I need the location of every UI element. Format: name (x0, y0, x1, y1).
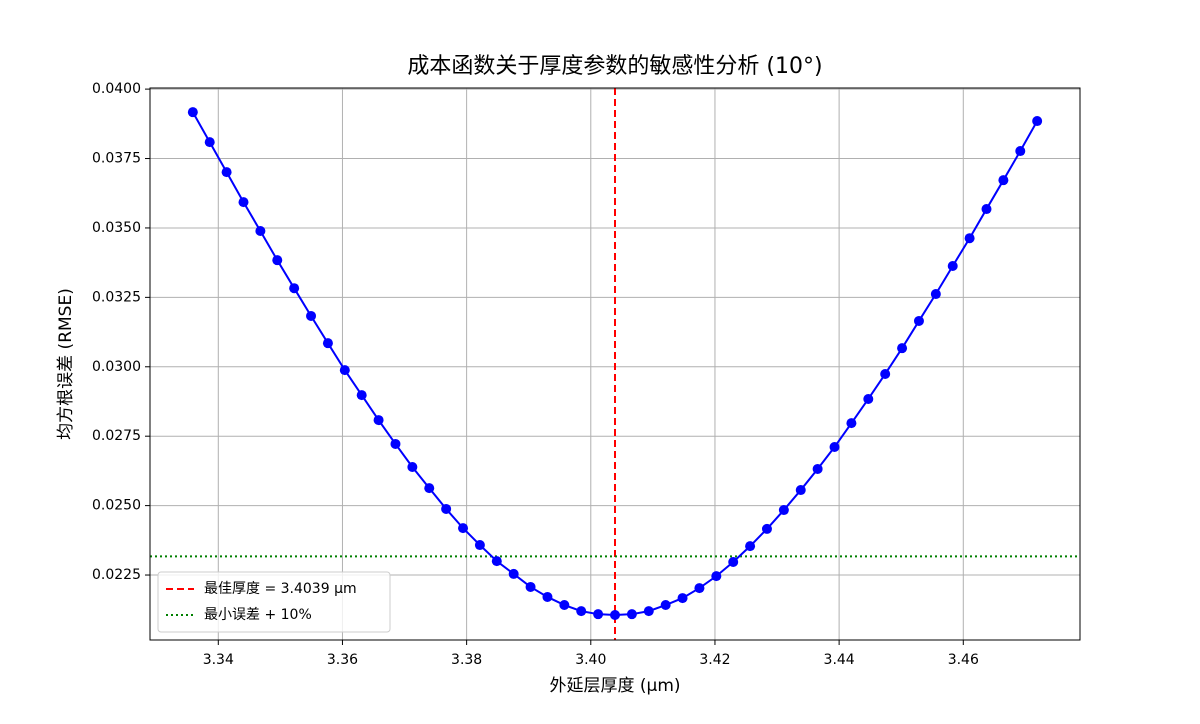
data-point (272, 255, 283, 266)
y-tick-label: 0.0350 (92, 220, 141, 236)
data-point (677, 593, 688, 604)
y-tick-label: 0.0250 (92, 498, 141, 514)
data-point (593, 609, 604, 620)
data-point (947, 260, 958, 271)
data-point (626, 609, 637, 620)
data-point (390, 438, 401, 449)
data-point (778, 505, 789, 516)
data-point (255, 225, 266, 236)
data-point (694, 583, 705, 594)
data-point (221, 167, 232, 178)
data-point (187, 107, 198, 118)
x-tick-label: 3.36 (327, 652, 358, 668)
y-tick-label: 0.0225 (92, 567, 141, 583)
data-point (880, 368, 891, 379)
data-point (745, 541, 756, 552)
data-point (491, 556, 502, 567)
data-point (643, 606, 654, 617)
x-tick-label: 3.34 (203, 652, 234, 668)
x-tick-label: 3.38 (451, 652, 482, 668)
chart-title: 成本函数关于厚度参数的敏感性分析 (10°) (407, 54, 822, 79)
data-point (1015, 146, 1026, 157)
data-point (761, 523, 772, 534)
data-point (610, 610, 620, 621)
data-point (339, 365, 350, 376)
data-point (1032, 116, 1043, 127)
data-point (711, 571, 722, 582)
data-point (863, 393, 874, 404)
data-point (525, 581, 536, 592)
data-point (728, 556, 739, 567)
data-point (795, 485, 806, 496)
x-tick-label: 3.44 (824, 652, 855, 668)
data-point (913, 315, 924, 326)
y-tick-label: 0.0375 (92, 151, 141, 167)
x-tick-label: 3.42 (699, 652, 730, 668)
data-point (559, 600, 570, 611)
legend-label: 最佳厚度 = 3.4039 μm (204, 581, 357, 597)
data-point (322, 338, 333, 349)
data-point (306, 310, 317, 321)
data-point (289, 283, 300, 294)
data-point (981, 204, 992, 215)
data-point (204, 137, 215, 148)
x-axis-label: 外延层厚度 (μm) (549, 676, 680, 696)
data-point (458, 523, 469, 534)
data-point (829, 442, 840, 453)
data-point (812, 463, 823, 474)
data-point (373, 415, 384, 426)
legend: 最佳厚度 = 3.4039 μm 最小误差 + 10% (157, 571, 391, 633)
data-point (998, 175, 1009, 186)
y-tick-label: 0.0325 (92, 289, 141, 305)
data-point (356, 390, 367, 401)
data-point (441, 503, 452, 514)
data-point (930, 289, 941, 300)
data-point (576, 606, 587, 617)
plot-frame (149, 87, 1081, 641)
y-tick-label: 0.0300 (92, 359, 141, 375)
x-tick-label: 3.46 (948, 652, 979, 668)
data-point (846, 418, 857, 429)
y-axis-label: 均方根误差 (RMSE) (56, 288, 76, 440)
data-point (660, 600, 671, 611)
data-point (424, 483, 435, 494)
data-point (542, 591, 553, 602)
data-point (474, 540, 485, 551)
y-tick-label: 0.0400 (92, 81, 141, 97)
data-point (897, 343, 908, 354)
data-point (238, 197, 249, 208)
legend-box (157, 571, 391, 633)
y-tick-label: 0.0275 (92, 428, 141, 444)
legend-label: 最小误差 + 10% (204, 607, 312, 623)
x-tick-label: 3.40 (575, 652, 606, 668)
data-point (508, 568, 519, 579)
data-point (964, 233, 975, 244)
data-point (407, 462, 418, 473)
